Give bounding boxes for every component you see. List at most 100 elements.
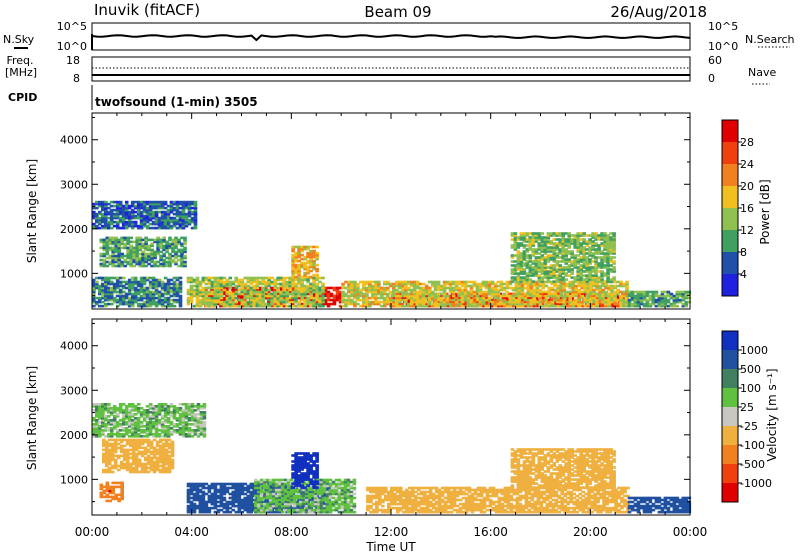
power-cell — [460, 294, 465, 298]
power-cell — [535, 282, 540, 286]
power-cell — [95, 200, 99, 204]
velocity-cell — [231, 500, 236, 504]
power-cell — [564, 248, 568, 251]
power-cell — [142, 204, 147, 208]
power-cell — [546, 238, 551, 241]
power-cell — [499, 298, 504, 302]
power-cell — [514, 304, 519, 308]
power-cell — [534, 236, 539, 239]
power-cell — [174, 256, 178, 260]
velocity-cell — [222, 496, 227, 500]
power-cell — [115, 284, 120, 288]
power-cell — [184, 206, 189, 210]
power-cell — [234, 276, 239, 280]
power-cell — [132, 240, 136, 244]
velocity-cell — [231, 482, 236, 486]
power-cell — [169, 224, 174, 228]
power-cell — [156, 250, 160, 254]
power-cell — [594, 252, 598, 255]
velocity-cell — [186, 488, 191, 492]
power-cell — [162, 248, 166, 252]
power-cell — [101, 304, 105, 308]
power-cell — [603, 254, 607, 257]
power-cell — [109, 214, 114, 218]
power-cell — [687, 292, 692, 296]
power-cell — [457, 304, 462, 308]
power-cell — [427, 298, 432, 302]
power-cell — [460, 284, 465, 288]
power-cell — [380, 286, 384, 290]
power-cell — [586, 284, 590, 288]
power-cell — [558, 270, 562, 273]
power-cell — [622, 294, 626, 298]
power-cell — [579, 264, 583, 267]
power-cell — [136, 206, 141, 210]
power-cell — [291, 275, 295, 279]
power-cell — [365, 290, 369, 294]
power-cell — [151, 206, 156, 210]
velocity-cell — [186, 508, 191, 512]
power-cell — [663, 296, 668, 300]
power-cell — [207, 292, 212, 296]
power-cell — [92, 280, 96, 284]
power-cell — [543, 276, 548, 279]
power-cell — [154, 216, 159, 220]
power-cell — [308, 290, 313, 294]
power-cell — [303, 284, 307, 288]
power-cell — [604, 300, 608, 304]
power-cell — [151, 294, 156, 298]
power-cell — [303, 275, 307, 279]
velocity-cell — [195, 498, 200, 502]
velocity-cell — [216, 488, 221, 492]
power-cell — [151, 298, 156, 302]
power-cell — [353, 294, 357, 298]
velocity-cell — [246, 486, 251, 490]
power-cell — [558, 232, 562, 235]
power-cell — [426, 304, 431, 308]
velocity-cell — [219, 504, 224, 508]
power-cell — [571, 282, 575, 286]
power-cell — [174, 236, 178, 240]
power-cell — [219, 276, 224, 280]
power-cell — [570, 242, 574, 245]
power-cell — [347, 298, 351, 302]
power-cell — [645, 298, 650, 302]
power-cell — [159, 254, 163, 258]
power-cell — [517, 288, 522, 292]
power-cell — [168, 262, 172, 266]
power-cell — [681, 296, 686, 300]
power-cell — [243, 296, 248, 300]
power-cell — [609, 270, 613, 273]
power-cell — [603, 256, 607, 259]
power-cell — [534, 256, 539, 259]
power-cell — [415, 290, 420, 294]
power-cell — [189, 296, 194, 300]
power-cell — [117, 254, 121, 258]
power-cell — [543, 252, 548, 255]
power-cell — [243, 294, 248, 298]
power-cell — [130, 204, 135, 208]
power-cell — [595, 300, 599, 304]
power-cell — [594, 280, 598, 283]
velocity-cell — [222, 506, 227, 510]
power-cell — [585, 276, 589, 279]
power-cell — [101, 296, 105, 300]
power-cell — [148, 210, 153, 214]
power-cell — [151, 278, 156, 282]
velocity-cell — [195, 482, 200, 486]
power-cell — [404, 280, 408, 284]
power-cell — [586, 300, 590, 304]
power-cell — [163, 284, 168, 288]
power-cell — [404, 292, 408, 296]
power-cell — [510, 256, 515, 259]
power-cell — [598, 284, 602, 288]
velocity-cell — [240, 498, 245, 502]
power-cell — [184, 204, 189, 208]
power-cell — [118, 288, 123, 292]
velocity-cell — [192, 504, 197, 508]
power-cell — [597, 270, 601, 273]
power-cell — [145, 200, 150, 204]
power-cell — [594, 242, 598, 245]
power-cell — [556, 304, 560, 308]
velocity-cell — [231, 490, 236, 494]
